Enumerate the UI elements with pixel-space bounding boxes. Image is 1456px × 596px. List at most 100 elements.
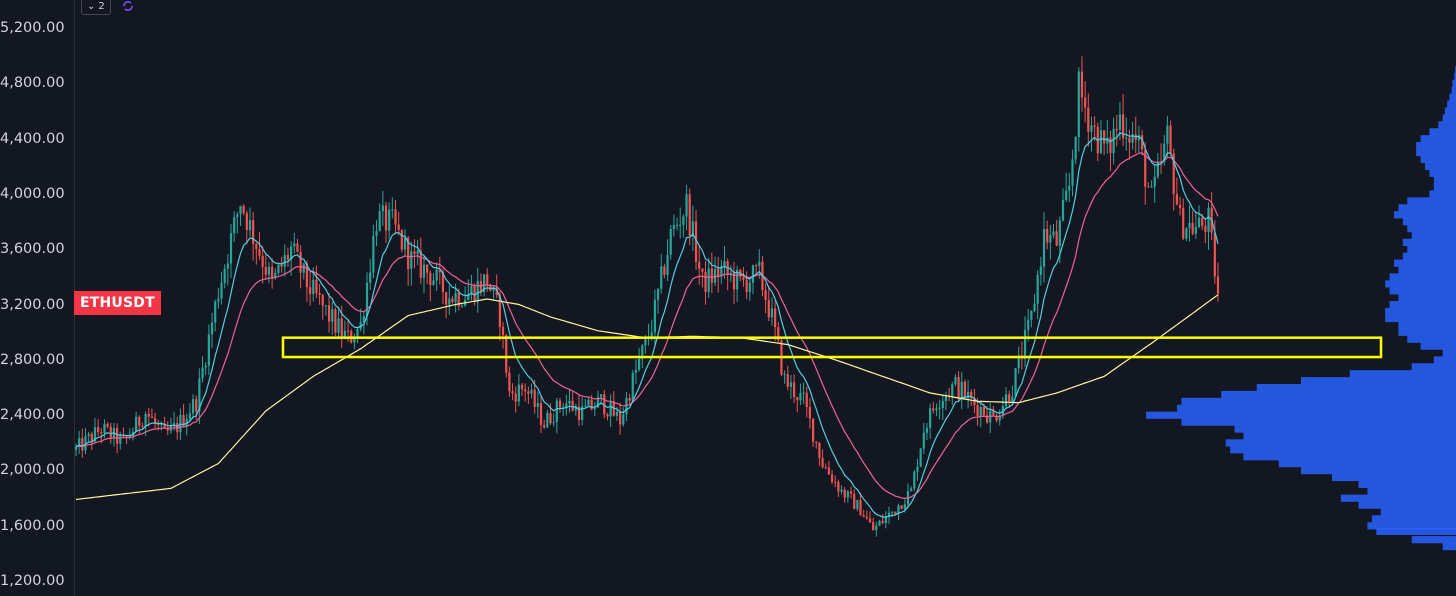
volume-profile-bar: [1243, 432, 1456, 440]
candle-body: [568, 400, 571, 404]
volume-profile-bar: [1411, 231, 1456, 240]
volume-profile-bar: [1398, 204, 1456, 212]
candle-body: [577, 406, 581, 420]
candle-body: [729, 272, 732, 274]
candle-body: [220, 282, 223, 299]
candle-body: [596, 397, 600, 408]
candle-body: [818, 442, 821, 458]
candle-body: [549, 413, 552, 424]
candle-body: [944, 395, 948, 401]
candle-body: [1185, 228, 1188, 239]
candle-body: [106, 423, 109, 427]
candle-body: [1204, 225, 1207, 232]
volume-profile-bar: [1433, 356, 1456, 364]
candle-body: [1207, 207, 1210, 232]
candle-body: [805, 392, 808, 408]
candle-body: [226, 263, 229, 269]
candle-body: [656, 288, 660, 300]
candle-body: [318, 293, 321, 296]
candle-body: [1090, 125, 1093, 132]
candle-body: [672, 225, 675, 229]
candle-body: [929, 408, 932, 428]
support-zone-rectangle[interactable]: [281, 336, 1383, 359]
volume-profile-bar: [1301, 466, 1456, 475]
candle-body: [688, 194, 691, 237]
candle-body: [615, 411, 619, 416]
candle-body: [1033, 303, 1036, 311]
candle-body: [340, 318, 343, 337]
candle-body: [1065, 190, 1068, 201]
candle-body: [1118, 114, 1122, 131]
candle-body: [299, 251, 302, 273]
candle-body: [1128, 137, 1131, 143]
candle-body: [951, 384, 954, 397]
volume-profile-bar: [1225, 439, 1456, 447]
candle-body: [938, 407, 941, 409]
volume-profile-bar: [1449, 93, 1456, 101]
candle-body: [163, 423, 166, 429]
candle-body: [900, 505, 903, 509]
candle-body: [1074, 137, 1077, 160]
volume-profile-bar: [1371, 515, 1456, 523]
candle-body: [128, 435, 131, 437]
y-tick-label: 3,600.00: [0, 241, 65, 258]
candle-body: [622, 414, 625, 425]
candle-body: [84, 435, 87, 451]
candle-body: [416, 250, 419, 255]
candle-body: [517, 384, 520, 402]
indicator-collapse-button[interactable]: ⌄ 2: [81, 0, 111, 15]
candle-body: [229, 233, 233, 264]
volume-profile-bar: [1398, 294, 1456, 302]
candle-body: [100, 432, 103, 434]
candle-body: [546, 413, 549, 428]
candle-body: [834, 481, 837, 483]
candle-body: [558, 400, 562, 408]
volume-profile-bar: [1146, 411, 1456, 419]
volume-profile-bar: [1451, 86, 1456, 94]
candle-body: [1191, 222, 1194, 234]
candle-body: [865, 516, 868, 519]
candle-body: [698, 261, 701, 269]
candle-body: [1188, 222, 1191, 229]
candle-body: [267, 266, 271, 275]
y-tick-label: 5,200.00: [0, 20, 65, 36]
candle-body: [533, 389, 536, 407]
candle-body: [172, 422, 176, 426]
candle-body: [872, 522, 875, 531]
sync-icon[interactable]: [121, 0, 135, 13]
candle-body: [1077, 71, 1080, 138]
candle-body: [191, 399, 195, 414]
candle-body: [1166, 125, 1169, 144]
candle-body: [1178, 204, 1182, 209]
candle-body: [770, 308, 774, 318]
candle-body: [1121, 114, 1125, 139]
candle-body: [302, 263, 305, 273]
candle-body: [419, 250, 422, 278]
candle-body: [255, 244, 258, 250]
candle-body: [324, 305, 328, 307]
candle-body: [144, 413, 147, 427]
candle-body: [603, 394, 606, 415]
candle-body: [625, 397, 628, 415]
candle-body: [691, 221, 694, 237]
candle-body: [290, 246, 293, 260]
candle-body: [916, 466, 919, 472]
candle-body: [486, 274, 489, 285]
candle-body: [913, 471, 916, 489]
price-axis[interactable]: 5,200.00 4,800.00 4,400.00 4,000.00 3,600.00…: [0, 0, 75, 596]
candle-body: [365, 282, 369, 317]
candle-body: [1052, 231, 1055, 236]
volume-profile-bar: [1452, 79, 1456, 88]
candle-body: [1106, 137, 1109, 144]
candle-body: [789, 382, 793, 387]
candle-body: [1172, 153, 1175, 194]
candle-body: [119, 434, 122, 444]
candle-body: [856, 500, 859, 509]
candle-body: [663, 266, 666, 275]
candle-body: [116, 428, 119, 444]
candle-body: [432, 280, 435, 285]
candle-body: [903, 504, 906, 509]
candle-body: [400, 230, 403, 250]
highlight-zone[interactable]: [281, 336, 1383, 359]
